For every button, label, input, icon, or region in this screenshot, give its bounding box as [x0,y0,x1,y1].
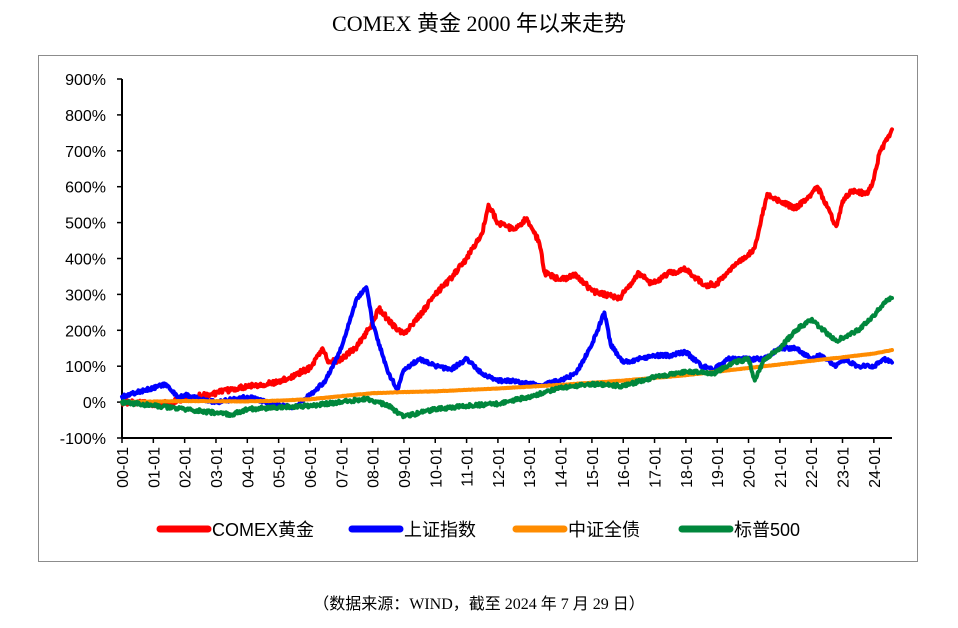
x-tick-label: 19-01 [710,447,727,488]
x-tick-label: 14-01 [554,447,571,488]
legend-label-3: 中证全债 [568,520,640,540]
x-tick-label: 02-01 [178,447,195,488]
y-tick-label: 700% [65,144,106,161]
x-tick-label: 09-01 [397,447,414,488]
series-line-1 [120,127,894,409]
y-tick-label: 900% [65,72,106,89]
x-tick-label: 23-01 [836,447,853,488]
chart-axes: 900% 800% 700% 600% 500% 400% 300% 200% 100% 0% -1… [60,72,892,488]
x-tick-label: 12-01 [491,447,508,488]
x-tick-label: 17-01 [648,447,665,488]
chart-frame [38,55,918,562]
y-tick-label: 600% [65,180,106,197]
y-tick-label: 400% [65,252,106,269]
x-tick-label: 13-01 [522,447,539,488]
x-tick-label: 07-01 [334,447,351,488]
y-tick-label: 300% [65,287,106,304]
y-tick-label: 500% [65,216,106,233]
x-tick-label: 06-01 [303,447,320,488]
y-tick-label: 200% [65,323,106,340]
x-tick-label: 15-01 [585,447,602,488]
y-tick-label: 800% [65,108,106,125]
legend-label-1: COMEX黄金 [212,520,314,540]
legend-label-2: 上证指数 [404,520,476,540]
chart-title: COMEX 黄金 2000 年以来走势 [332,11,626,36]
x-tick-label: 05-01 [272,447,289,488]
legend: COMEX黄金 上证指数 中证全债 标普500 [156,520,800,540]
source-note: （数据来源：WIND，截至 2024 年 7 月 29 日） [313,596,645,613]
x-tick-label: 08-01 [366,447,383,488]
x-tick-label: 24-01 [867,447,884,488]
series-line-4 [120,295,894,420]
x-tick-label: 01-01 [146,447,163,488]
legend-label-4: 标普500 [734,520,800,540]
x-tick-label: 21-01 [773,447,790,488]
x-tick-label: 10-01 [428,447,445,488]
x-tick-label: 04-01 [240,447,257,488]
y-tick-label: 100% [65,359,106,376]
x-tick-label: 11-01 [460,447,477,487]
series-line-3 [120,348,894,405]
x-tick-label: 20-01 [742,447,759,488]
x-tick-label: 00-01 [115,447,132,488]
x-tick-label: 18-01 [679,447,696,488]
x-tick-label: 22-01 [804,447,821,488]
y-tick-label: 0% [83,395,106,412]
x-tick-label: 16-01 [616,447,633,488]
x-tick-label: 03-01 [209,447,226,488]
series-layer [120,127,894,420]
y-tick-label: -100% [60,431,106,448]
